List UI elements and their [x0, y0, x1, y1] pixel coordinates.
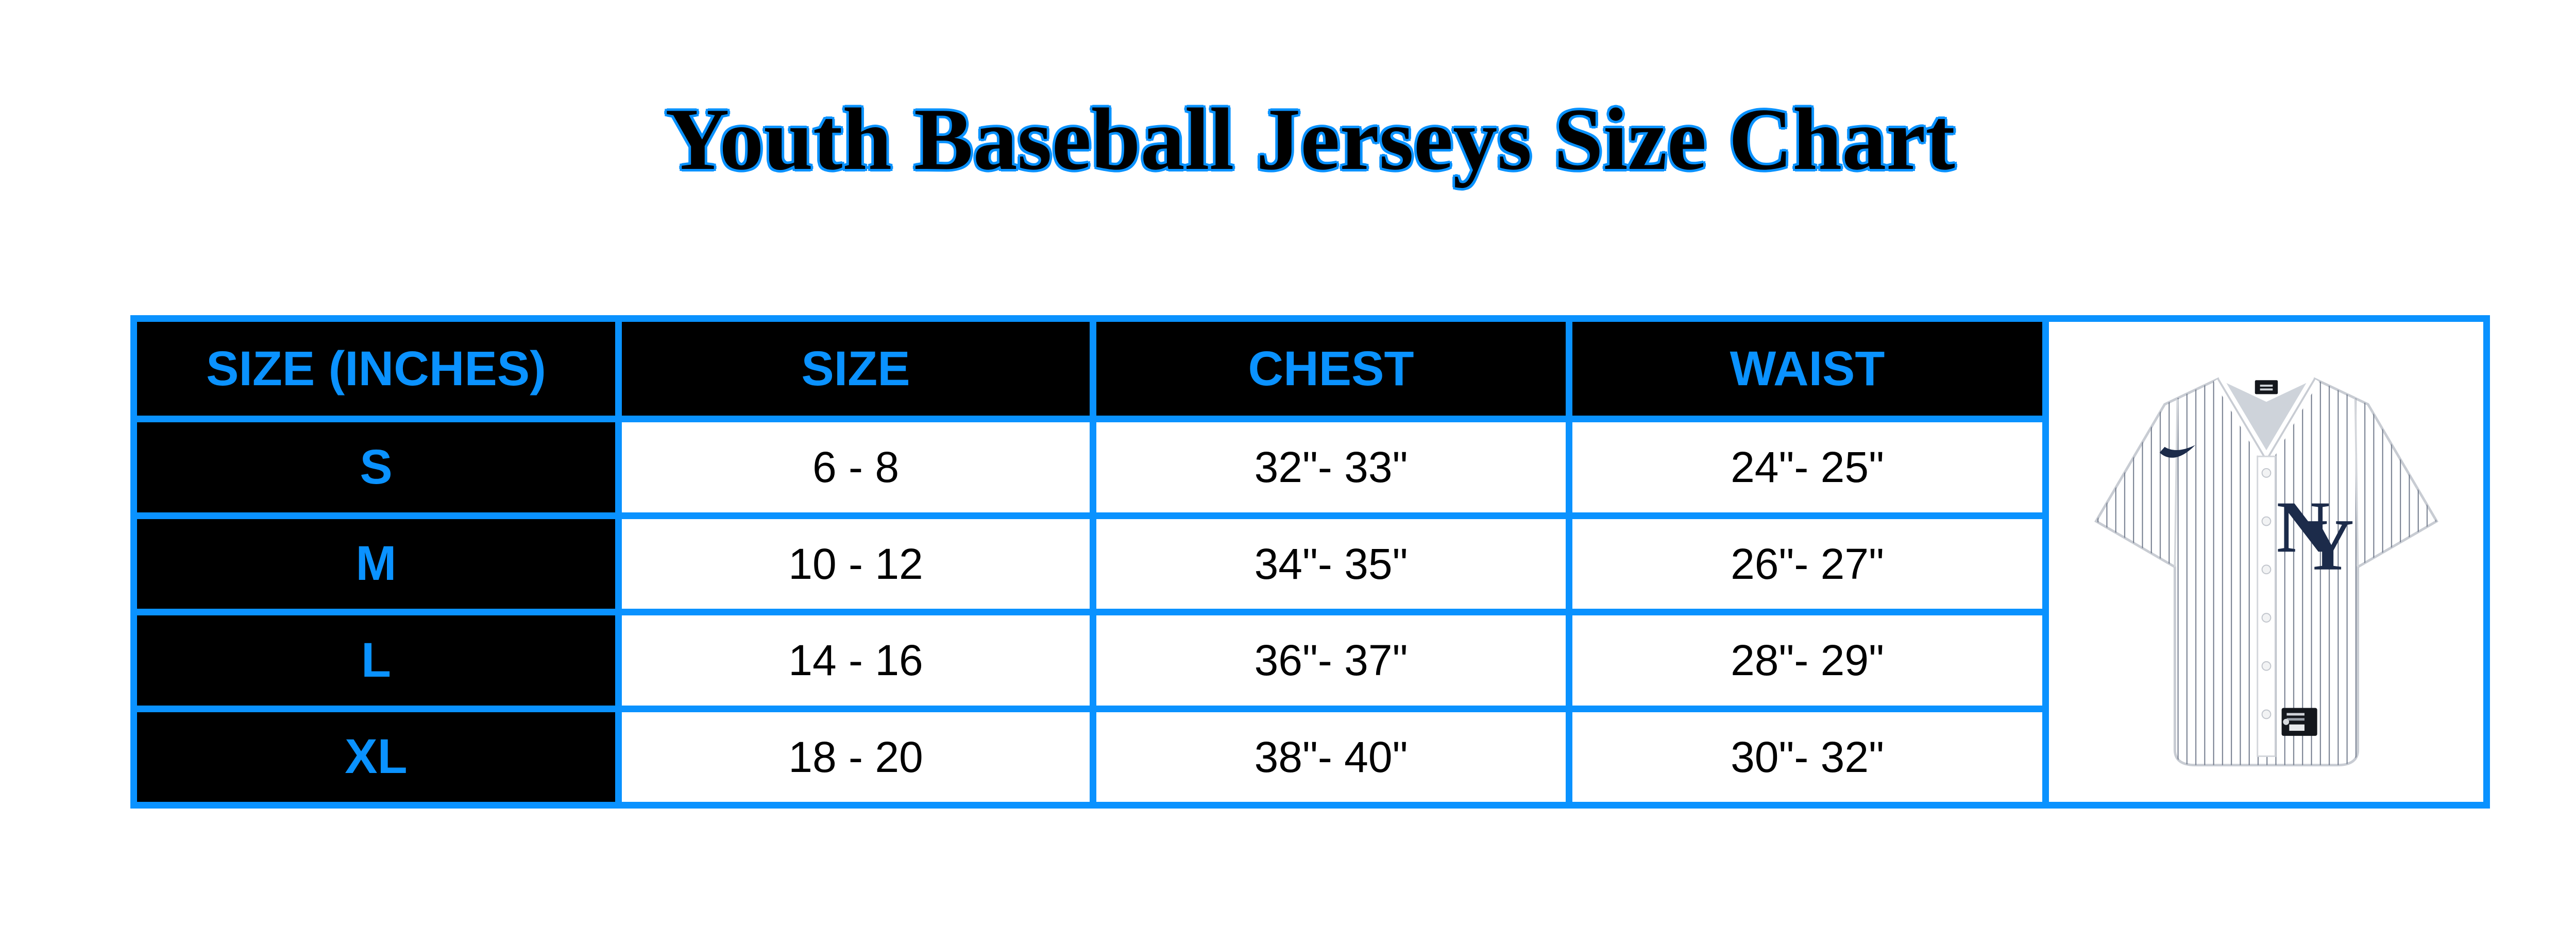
- table-row-m: M 10 - 12 34"- 35" 26"- 27": [130, 512, 2049, 615]
- column-header-size: SIZE: [615, 315, 1096, 422]
- header-row: SIZE (INCHES) SIZE CHEST WAIST: [130, 315, 2049, 422]
- svg-text:Y: Y: [2300, 504, 2353, 586]
- chest-cell: 34"- 35": [1090, 512, 1572, 615]
- neck-label-line: [2260, 388, 2273, 391]
- size-label-cell: S: [130, 416, 622, 519]
- waist-cell: 30"- 32": [1566, 705, 2049, 809]
- size-label-cell: L: [130, 609, 622, 712]
- size-range-cell: 10 - 12: [615, 512, 1096, 615]
- nike-swoosh-icon: [2159, 445, 2195, 458]
- collar-inner: [2223, 381, 2310, 453]
- size-range-cell: 18 - 20: [615, 705, 1096, 809]
- size-range-cell: 14 - 16: [615, 609, 1096, 712]
- chest-cell: 36"- 37": [1090, 609, 1572, 712]
- sleeve-seam-right: [2354, 399, 2359, 567]
- table-row-xl: XL 18 - 20 38"- 40" 30"- 32": [130, 705, 2049, 809]
- ny-monogram: N Y: [2276, 486, 2353, 586]
- chest-cell: 32"- 33": [1090, 416, 1572, 519]
- table-row-l: L 14 - 16 36"- 37" 28"- 29": [130, 609, 2049, 712]
- sleeve-seam-left: [2174, 399, 2178, 567]
- placket: [2256, 455, 2276, 757]
- size-chart-table: SIZE (INCHES) SIZE CHEST WAIST S 6 - 8 3…: [130, 315, 2049, 809]
- column-header-chest: CHEST: [1090, 315, 1572, 422]
- jersey-panel: N Y: [2049, 315, 2490, 809]
- jersey-image: N Y: [2094, 376, 2438, 767]
- column-header-waist: WAIST: [1566, 315, 2049, 422]
- svg-text:N: N: [2276, 486, 2329, 568]
- page-title: Youth Baseball Jerseys Size Chart: [665, 91, 1955, 188]
- neck-label: [2255, 380, 2278, 394]
- column-header-size-inches: SIZE (INCHES): [130, 315, 622, 422]
- neck-label-line: [2260, 384, 2273, 387]
- table-row-s: S 6 - 8 32"- 33" 24"- 25": [130, 416, 2049, 519]
- size-chart-container: SIZE (INCHES) SIZE CHEST WAIST S 6 - 8 3…: [130, 315, 2490, 809]
- jersey-hem-tag: [2281, 708, 2317, 736]
- waist-cell: 26"- 27": [1566, 512, 2049, 615]
- chest-cell: 38"- 40": [1090, 705, 1572, 809]
- size-label-cell: XL: [130, 705, 622, 809]
- size-range-cell: 6 - 8: [615, 416, 1096, 519]
- waist-cell: 24"- 25": [1566, 416, 2049, 519]
- jersey-buttons: [2261, 468, 2271, 719]
- size-label-cell: M: [130, 512, 622, 615]
- waist-cell: 28"- 29": [1566, 609, 2049, 712]
